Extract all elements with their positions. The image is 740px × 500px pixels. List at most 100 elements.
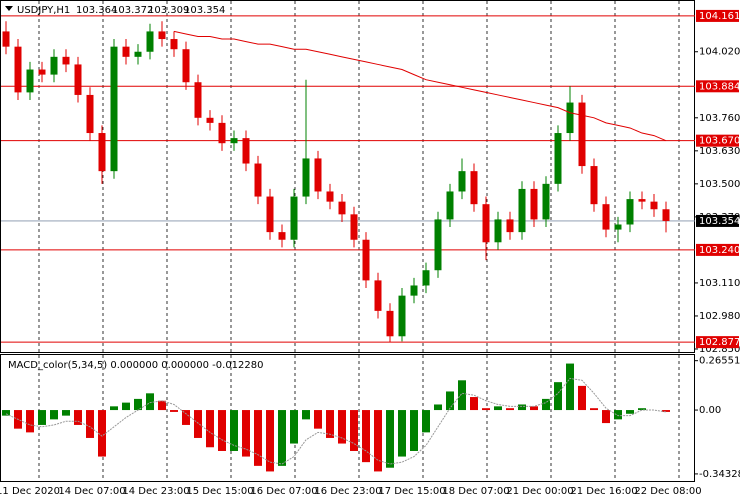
level-label: 103.884 xyxy=(699,81,740,92)
macd-bar xyxy=(374,410,382,472)
x-tick-label: 21 Dec 16:00 xyxy=(570,486,637,497)
macd-bar xyxy=(50,410,58,420)
macd-bar xyxy=(626,410,634,414)
macd-bar xyxy=(182,410,190,425)
x-tick-label: 17 Dec 15:00 xyxy=(378,486,445,497)
x-tick-label: 14 Dec 07:00 xyxy=(58,486,125,497)
macd-bar xyxy=(638,408,646,411)
candle-body xyxy=(86,94,94,134)
candle-body xyxy=(98,133,106,172)
candle-body xyxy=(482,204,490,243)
macd-bar xyxy=(62,410,70,416)
candle-body xyxy=(494,219,502,243)
candle-body xyxy=(662,209,670,221)
candle-body xyxy=(74,64,82,95)
candle-body xyxy=(278,232,286,240)
x-tick-label: 22 Dec 08:00 xyxy=(634,486,701,497)
macd-signal xyxy=(5,377,667,465)
level-label: 103.670 xyxy=(699,136,740,147)
macd-bar xyxy=(158,400,166,411)
candle-body xyxy=(398,295,406,337)
level-box xyxy=(696,243,739,256)
macd-bar xyxy=(482,408,490,411)
macd-bar xyxy=(254,410,262,466)
candle-body xyxy=(386,310,394,337)
macd-bar xyxy=(602,410,610,424)
candle-body xyxy=(266,196,274,233)
macd-bar xyxy=(542,398,550,411)
x-tick-label: 14 Dec 23:00 xyxy=(122,486,189,497)
macd-bar xyxy=(38,410,46,425)
macd-bar xyxy=(434,404,442,411)
y-tick-label: 102.850 xyxy=(699,344,740,355)
header-open: 103.364 xyxy=(76,5,117,16)
header-arrow xyxy=(5,6,13,11)
macd-y-tick-label: -0.343288 xyxy=(699,469,740,480)
level-label: 102.877 xyxy=(699,337,740,348)
candle-body xyxy=(314,158,322,192)
macd-bar xyxy=(98,410,106,457)
macd-bar xyxy=(266,410,274,472)
candle-body xyxy=(458,171,466,192)
level-box xyxy=(696,9,739,22)
candle-body xyxy=(326,191,334,202)
y-tick-label: 104.020 xyxy=(699,47,740,58)
header-high: 103.372 xyxy=(112,5,153,16)
candle-body xyxy=(146,31,154,52)
candle-body xyxy=(242,138,250,164)
candle-body xyxy=(590,166,598,205)
macd-bar xyxy=(194,410,202,438)
candle-body xyxy=(614,224,622,230)
candle-body xyxy=(230,138,238,144)
candle-body xyxy=(194,82,202,118)
candle-body xyxy=(542,183,550,220)
x-tick-label: 16 Dec 07:00 xyxy=(250,486,317,497)
x-tick-label: 18 Dec 07:00 xyxy=(442,486,509,497)
candle-body xyxy=(26,69,34,93)
macd-bar xyxy=(398,410,406,457)
candle-body xyxy=(2,31,10,47)
y-tick-label: 103.760 xyxy=(699,113,740,124)
candle-body xyxy=(518,188,526,233)
macd-bar xyxy=(446,391,454,411)
candle-body xyxy=(254,163,262,197)
x-tick-label: 16 Dec 23:00 xyxy=(314,486,381,497)
macd-bar xyxy=(230,410,238,451)
level-box xyxy=(696,80,739,93)
last-price-box xyxy=(696,214,739,227)
y-tick-label: 103.500 xyxy=(699,179,740,190)
candle-body xyxy=(338,201,346,215)
macd-y-tick-label: 0.00 xyxy=(699,405,721,416)
macd-bar xyxy=(26,410,34,433)
macd-bar xyxy=(554,382,562,411)
y-tick-label: 103.630 xyxy=(699,146,740,157)
macd-bar xyxy=(662,410,670,412)
level-label: 103.240 xyxy=(699,245,740,256)
macd-bar xyxy=(518,404,526,411)
macd-bar xyxy=(74,410,82,425)
x-tick-label: 21 Dec 00:00 xyxy=(506,486,573,497)
macd-bar xyxy=(362,410,370,463)
macd-bar xyxy=(206,410,214,448)
macd-bar xyxy=(326,410,334,438)
macd-bar xyxy=(506,408,514,411)
macd-bar xyxy=(146,393,154,411)
level-label: 104.161 xyxy=(699,11,740,22)
candle-body xyxy=(158,31,166,40)
candle-body xyxy=(374,280,382,311)
candle-body xyxy=(422,270,430,286)
macd-bar xyxy=(2,410,10,416)
macd-bar xyxy=(218,410,226,451)
macd-bar xyxy=(458,380,466,411)
macd-bar xyxy=(338,410,346,444)
macd-bar xyxy=(290,410,298,444)
candle-body xyxy=(38,69,46,75)
x-tick-label: 11 Dec 2020 xyxy=(0,486,60,497)
x-tick-label: 15 Dec 15:00 xyxy=(186,486,253,497)
candle-body xyxy=(350,214,358,240)
macd-bar xyxy=(578,385,586,411)
price-frame xyxy=(0,0,695,353)
macd-bar xyxy=(350,410,358,451)
candle-body xyxy=(182,49,190,83)
